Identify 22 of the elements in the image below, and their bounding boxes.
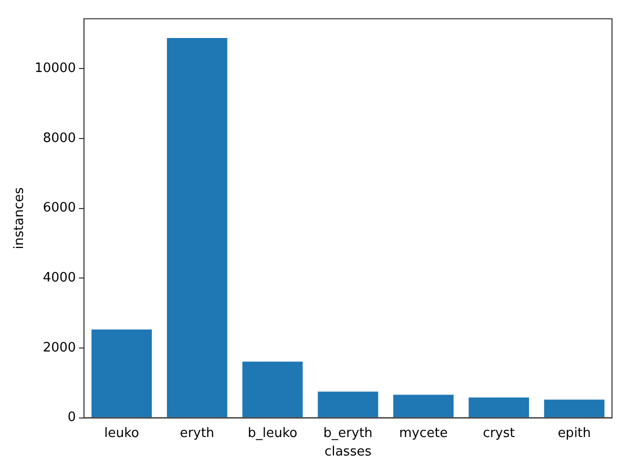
x-tick-label: cryst xyxy=(482,426,515,441)
x-tick-label: epith xyxy=(558,426,591,441)
y-tick-label: 6000 xyxy=(42,200,76,216)
bar xyxy=(544,400,604,418)
y-tick-label: 10000 xyxy=(34,61,76,76)
bar xyxy=(393,394,454,418)
bar xyxy=(92,329,152,418)
x-tick-label: mycete xyxy=(399,426,448,441)
y-axis-title: instances xyxy=(12,187,28,250)
bar xyxy=(242,362,303,418)
bar xyxy=(318,392,378,418)
x-tick-label: eryth xyxy=(180,426,214,441)
x-tick-label: b_leuko xyxy=(248,426,298,441)
bar xyxy=(166,38,228,418)
y-tick-label: 2000 xyxy=(42,340,76,356)
x-tick-label: leuko xyxy=(104,426,140,441)
bar xyxy=(468,398,530,418)
y-tick-label: 8000 xyxy=(42,130,76,146)
x-tick-label: b_eryth xyxy=(323,426,373,441)
x-axis-title: classes xyxy=(324,444,372,460)
y-tick-label: 0 xyxy=(68,410,76,426)
y-tick-label: 4000 xyxy=(42,270,76,286)
